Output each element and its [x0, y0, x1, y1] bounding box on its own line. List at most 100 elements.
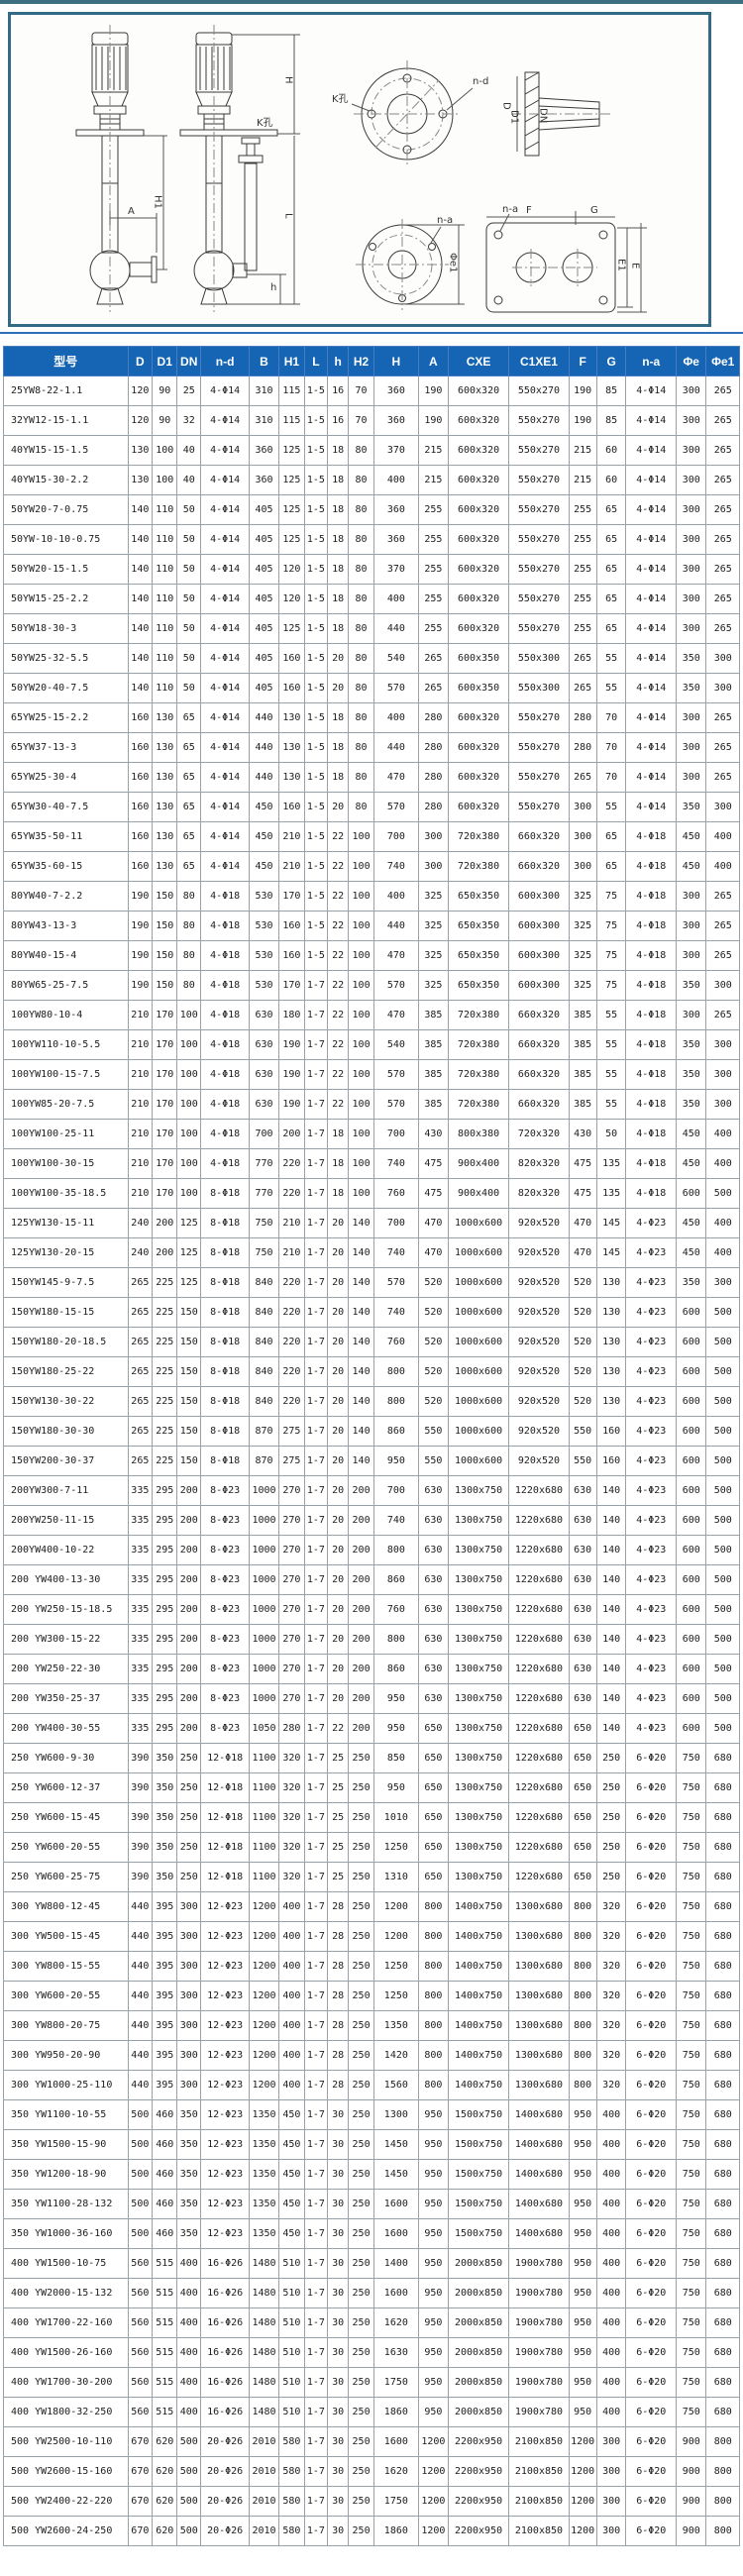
dim-H1: [144, 135, 167, 270]
value-cell: 320: [595, 1921, 627, 1952]
value-cell: 270: [277, 1683, 305, 1714]
value-cell: 265: [705, 732, 740, 763]
value-cell: 100: [348, 1178, 374, 1209]
model-cell: 500 YW2500-10-110: [3, 2426, 129, 2457]
value-cell: 295: [152, 1475, 178, 1506]
value-cell: 20: [326, 1624, 350, 1655]
value-cell: 265: [127, 1386, 154, 1417]
model-cell: 350 YW1500-15-90: [3, 2129, 129, 2160]
value-cell: 215: [418, 465, 449, 495]
value-cell: 440: [127, 1951, 154, 1982]
value-cell: 1900x780: [508, 2367, 570, 2398]
value-cell: 1480: [249, 2278, 279, 2308]
value-cell: 740: [372, 1505, 420, 1536]
value-cell: 440: [249, 702, 279, 733]
value-cell: 22: [326, 821, 350, 852]
value-cell: 680: [705, 2129, 740, 2160]
value-cell: 8-Φ23: [200, 1475, 251, 1506]
model-cell: 250 YW600-12-37: [3, 1772, 129, 1803]
value-cell: 550x300: [508, 673, 570, 703]
value-cell: 1500x750: [447, 2189, 510, 2219]
value-cell: 300: [675, 584, 707, 614]
value-cell: 250: [348, 1981, 374, 2011]
value-cell: 550x300: [508, 643, 570, 674]
value-cell: 300: [176, 2070, 202, 2100]
value-cell: 4-Φ14: [625, 554, 677, 585]
value-cell: 280: [418, 792, 449, 822]
value-cell: 250: [348, 1862, 374, 1892]
value-cell: 4-Φ14: [625, 673, 677, 703]
value-cell: 950: [372, 1713, 420, 1744]
value-cell: 400: [372, 881, 420, 912]
value-cell: 1-5: [303, 643, 328, 674]
value-cell: 8-Φ18: [200, 1237, 251, 1268]
value-cell: 1200: [249, 2010, 279, 2041]
value-cell: 215: [568, 435, 597, 466]
value-cell: 450: [277, 2189, 305, 2219]
value-cell: 1220x680: [508, 1862, 570, 1892]
model-cell: 350 YW1100-28-132: [3, 2189, 129, 2219]
value-cell: 6-Φ20: [625, 2337, 677, 2368]
value-cell: 405: [249, 643, 279, 674]
value-cell: 500: [705, 1535, 740, 1565]
value-cell: 510: [277, 2397, 305, 2427]
value-cell: 16-Φ26: [200, 2397, 251, 2427]
value-cell: 350: [675, 792, 707, 822]
value-cell: 1-7: [303, 1624, 328, 1655]
value-cell: 350: [152, 1772, 178, 1803]
value-cell: 6-Φ20: [625, 1862, 677, 1892]
table-row: 250 YW600-9-30 390 350 250 12-Φ18 1100 320 1-7 2…: [3, 1743, 740, 1773]
value-cell: 220: [277, 1267, 305, 1298]
value-cell: 395: [152, 2010, 178, 2041]
label-H: H: [283, 76, 294, 84]
value-cell: 325: [418, 881, 449, 912]
value-cell: 160: [595, 1446, 627, 1476]
value-cell: 4-Φ18: [625, 1000, 677, 1030]
value-cell: 650x350: [447, 911, 510, 941]
value-cell: 1-7: [303, 2189, 328, 2219]
value-cell: 360: [372, 405, 420, 436]
value-cell: 4-Φ18: [625, 1089, 677, 1120]
value-cell: 300: [675, 376, 707, 406]
value-cell: 20: [326, 1386, 350, 1417]
value-cell: 680: [705, 2248, 740, 2279]
value-cell: 1220x680: [508, 1594, 570, 1625]
value-cell: 1200: [372, 1921, 420, 1952]
model-cell: 50YW15-25-2.2: [3, 584, 129, 614]
value-cell: 250: [348, 2516, 374, 2546]
value-cell: 4-Φ23: [625, 1505, 677, 1536]
value-cell: 360: [249, 465, 279, 495]
value-cell: 1620: [372, 2456, 420, 2487]
value-cell: 4-Φ14: [625, 762, 677, 793]
value-cell: 1-7: [303, 1832, 328, 1863]
value-cell: 500: [176, 2426, 202, 2457]
value-cell: 390: [127, 1862, 154, 1892]
value-cell: 800: [568, 2070, 597, 2100]
value-cell: 760: [372, 1178, 420, 1209]
value-cell: 4-Φ14: [625, 732, 677, 763]
value-cell: 140: [595, 1535, 627, 1565]
value-cell: 4-Φ18: [625, 821, 677, 852]
value-cell: 140: [127, 554, 154, 585]
value-cell: 1200: [418, 2486, 449, 2517]
value-cell: 295: [152, 1624, 178, 1655]
value-cell: 500: [705, 1386, 740, 1417]
value-cell: 120: [127, 405, 154, 436]
value-cell: 900: [675, 2426, 707, 2457]
value-cell: 12-Φ23: [200, 2010, 251, 2041]
value-cell: 300: [675, 524, 707, 555]
value-cell: 300: [705, 1089, 740, 1120]
value-cell: 600x320: [447, 494, 510, 525]
value-cell: 1630: [372, 2337, 420, 2368]
value-cell: 320: [595, 1951, 627, 1982]
value-cell: 300: [675, 405, 707, 436]
value-cell: 12-Φ23: [200, 2218, 251, 2249]
value-cell: 4-Φ14: [200, 792, 251, 822]
value-cell: 400: [595, 2337, 627, 2368]
value-cell: 2000x850: [447, 2367, 510, 2398]
value-cell: 680: [705, 2099, 740, 2130]
value-cell: 1300x750: [447, 1594, 510, 1625]
value-cell: 1000x600: [447, 1416, 510, 1447]
value-cell: 950: [568, 2129, 597, 2160]
